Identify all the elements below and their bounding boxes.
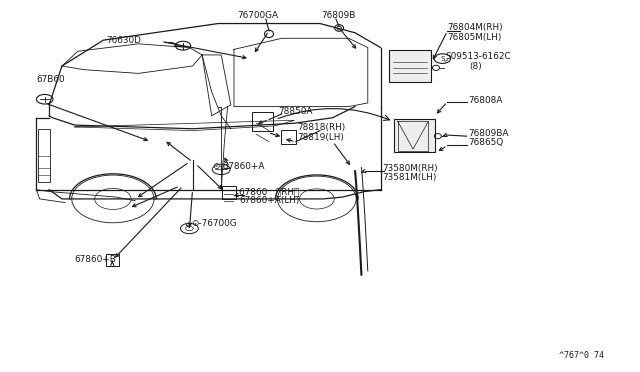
Text: 67860+A(LH): 67860+A(LH) <box>239 196 300 205</box>
FancyBboxPatch shape <box>106 254 118 266</box>
Text: 76630D: 76630D <box>106 36 141 45</box>
Text: 67B60: 67B60 <box>36 75 65 84</box>
Text: 78850A: 78850A <box>278 107 313 116</box>
FancyBboxPatch shape <box>222 186 236 199</box>
Text: 76865Q: 76865Q <box>468 138 504 147</box>
FancyBboxPatch shape <box>38 129 50 182</box>
Text: ^767^0 74: ^767^0 74 <box>559 351 604 360</box>
Text: 76805M(LH): 76805M(LH) <box>447 33 502 42</box>
Text: 67860+B: 67860+B <box>75 254 116 264</box>
Text: 78819(LH): 78819(LH) <box>298 133 344 142</box>
Text: 76700GA: 76700GA <box>237 11 278 20</box>
FancyBboxPatch shape <box>252 112 273 131</box>
Text: 76808A: 76808A <box>468 96 503 105</box>
Text: —: — <box>164 37 173 47</box>
Text: 67860   （RH）: 67860 （RH） <box>239 187 300 196</box>
Text: ⊙-67860+A: ⊙-67860+A <box>212 162 264 171</box>
Text: (8): (8) <box>470 61 483 71</box>
FancyBboxPatch shape <box>389 51 431 81</box>
Text: 78818(RH): 78818(RH) <box>298 123 346 132</box>
Text: ⊙-76700G: ⊙-76700G <box>191 219 237 228</box>
Text: 76804M(RH): 76804M(RH) <box>447 23 503 32</box>
Text: 73581M(LH): 73581M(LH) <box>383 173 437 182</box>
Text: 76809BA: 76809BA <box>468 129 509 138</box>
Text: 76809B: 76809B <box>321 11 356 20</box>
Text: S09513-6162C: S09513-6162C <box>445 52 511 61</box>
FancyBboxPatch shape <box>394 119 435 152</box>
Text: S: S <box>440 56 445 62</box>
FancyBboxPatch shape <box>281 130 296 144</box>
Text: 73580M(RH): 73580M(RH) <box>383 164 438 173</box>
